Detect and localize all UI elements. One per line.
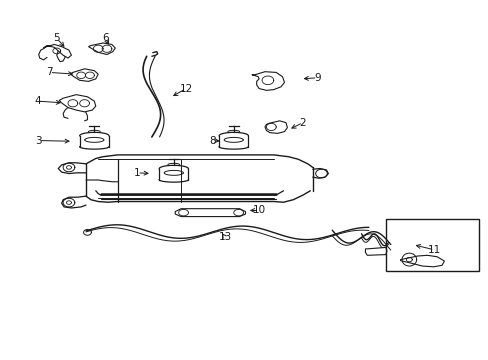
Text: 13: 13 [218,232,231,242]
Polygon shape [251,72,284,90]
Text: 5: 5 [53,33,60,43]
Text: 8: 8 [209,136,216,145]
Text: 10: 10 [252,206,265,216]
Text: 6: 6 [102,33,109,43]
Polygon shape [175,209,245,217]
Polygon shape [88,43,115,54]
Text: 12: 12 [179,84,192,94]
Text: 4: 4 [34,96,41,106]
Text: 7: 7 [46,67,53,77]
Polygon shape [43,44,71,58]
Polygon shape [365,247,386,255]
Polygon shape [59,95,96,112]
Polygon shape [70,69,98,81]
Text: 9: 9 [314,73,320,83]
Text: 1: 1 [134,168,140,178]
Text: 3: 3 [35,136,42,145]
Polygon shape [400,255,444,267]
Polygon shape [264,121,287,134]
Text: 11: 11 [427,245,440,255]
Bar [385,220,478,271]
Text: 2: 2 [299,118,305,128]
